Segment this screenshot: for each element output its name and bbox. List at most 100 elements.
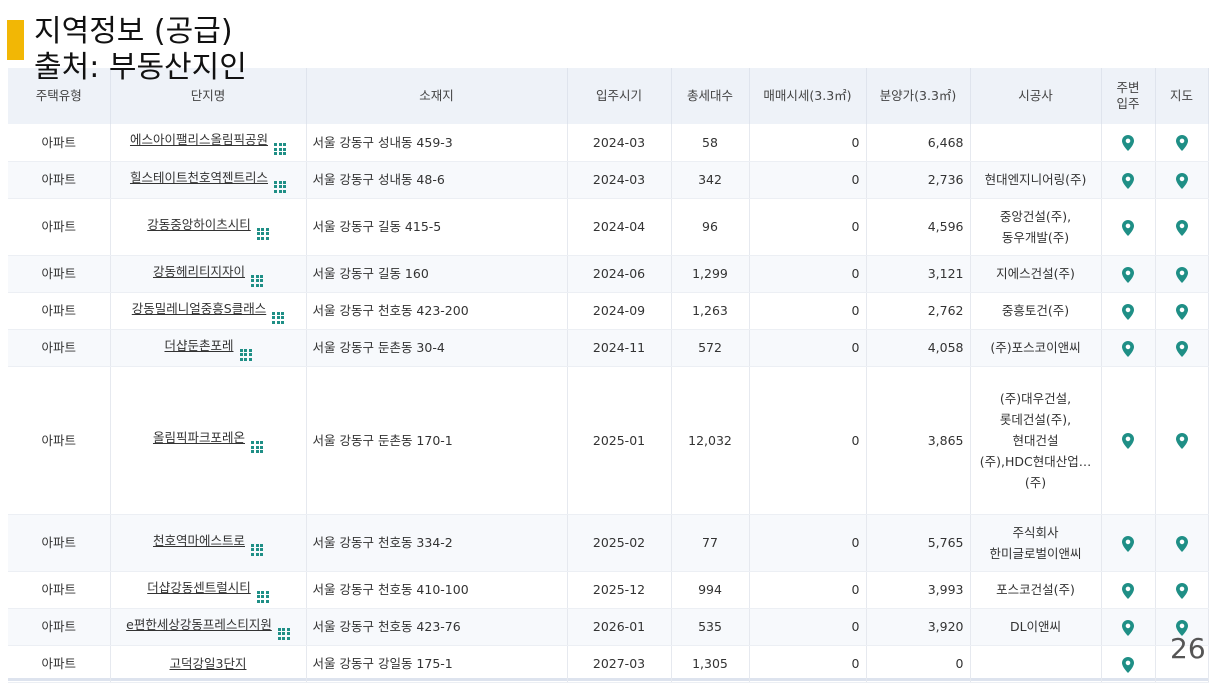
grid-icon[interactable]: [256, 227, 269, 240]
header-address[interactable]: 소재지: [306, 68, 568, 124]
cell-households: 1,263: [671, 292, 750, 330]
cell-type: 아파트: [8, 124, 111, 162]
builder-line: (주)포스코이앤씨: [990, 340, 1081, 355]
grid-icon[interactable]: [277, 627, 290, 640]
map-pin-icon[interactable]: [1175, 172, 1188, 189]
complex-link[interactable]: 올림픽파크포레온: [152, 430, 245, 445]
cell-builder: 현대엔지니어링(주): [970, 161, 1102, 199]
grid-icon[interactable]: [251, 274, 263, 287]
header-nearby-line1: 주변: [1116, 80, 1140, 95]
cell-builder: 중흥토건(주): [970, 292, 1102, 330]
complex-link[interactable]: 고덕강일3단지: [169, 656, 247, 671]
grid-icon[interactable]: [272, 311, 285, 324]
location-pin-icon[interactable]: [1122, 135, 1134, 152]
location-pin-icon[interactable]: [1122, 303, 1134, 320]
builder-line: 주식회사: [1012, 524, 1059, 540]
cell-move-in: 2027-03: [567, 645, 672, 683]
map-pin-icon[interactable]: [1175, 219, 1188, 236]
grid-icon[interactable]: [256, 590, 269, 603]
map-pin-icon[interactable]: [1175, 303, 1188, 320]
location-pin-icon[interactable]: [1122, 219, 1134, 236]
header-type[interactable]: 주택유형: [8, 68, 111, 124]
map-pin-icon[interactable]: [1175, 619, 1188, 636]
complex-link[interactable]: 에스아이팰리스올림픽공원: [129, 132, 268, 148]
cell-complex: e편한세상강동프레스티지원: [110, 608, 307, 646]
cell-households: 535: [671, 608, 750, 646]
table-row: 아파트 더샵강동센트럴시티 서울 강동구 천호동 410-100 2025-12 994…: [8, 571, 1209, 609]
grid-icon[interactable]: [274, 143, 286, 156]
cell-presale-price: 3,865: [866, 366, 971, 515]
complex-link[interactable]: 더샵강동센트럴시티: [147, 579, 251, 595]
cell-address: 서울 강동구 길동 415-5: [306, 198, 568, 256]
cell-presale-price: 3,993: [866, 571, 971, 609]
header-builder[interactable]: 시공사: [970, 68, 1102, 124]
cell-nearby-move-in: [1101, 571, 1156, 609]
header-complex[interactable]: 단지명: [110, 68, 307, 124]
cell-nearby-move-in: [1101, 161, 1156, 199]
cell-households: 1,299: [671, 255, 750, 293]
cell-move-in: 2024-03: [567, 124, 672, 162]
cell-households: 12,032: [671, 366, 750, 515]
location-pin-icon[interactable]: [1122, 619, 1134, 636]
grid-icon[interactable]: [274, 180, 286, 193]
header-map[interactable]: 지도: [1155, 68, 1209, 124]
location-pin-icon[interactable]: [1122, 433, 1134, 449]
cell-move-in: 2026-01: [567, 608, 672, 646]
map-pin-icon[interactable]: [1175, 135, 1188, 152]
cell-complex: 올림픽파크포레온: [110, 366, 307, 515]
grid-icon[interactable]: [251, 441, 263, 453]
complex-link[interactable]: 강동중앙하이츠시티: [147, 216, 251, 232]
cell-builder: 포스코건설(주): [970, 571, 1102, 609]
map-pin-icon[interactable]: [1175, 433, 1188, 449]
table-header-row: 주택유형 단지명 소재지 입주시기 총세대수 매매시세(3.3㎡) 분양가(3.…: [8, 68, 1209, 124]
complex-link[interactable]: 강동밀레니얼중흥S클래스: [131, 300, 267, 316]
cell-households: 96: [671, 198, 750, 256]
cell-complex: 강동중앙하이츠시티: [110, 198, 307, 256]
cell-presale-price: 3,121: [866, 255, 971, 293]
grid-icon[interactable]: [239, 348, 252, 361]
cell-move-in: 2025-02: [567, 514, 672, 572]
complex-link[interactable]: 더샵둔촌포레: [164, 337, 234, 353]
builder-line: 중앙건설(주),: [999, 208, 1072, 224]
map-pin-icon[interactable]: [1175, 582, 1188, 599]
cell-nearby-move-in: [1101, 366, 1156, 515]
table-body: 아파트 에스아이팰리스올림픽공원 서울 강동구 성내동 459-3 2024-03 58…: [8, 124, 1209, 683]
complex-link[interactable]: e편한세상강동프레스티지원: [126, 616, 272, 632]
map-pin-icon[interactable]: [1175, 340, 1188, 357]
location-pin-icon[interactable]: [1122, 656, 1134, 673]
cell-sale-price: 0: [749, 255, 867, 293]
header-presale-price[interactable]: 분양가(3.3㎡): [866, 68, 971, 124]
complex-link[interactable]: 힐스테이트천호역젠트리스: [129, 169, 268, 185]
cell-address: 서울 강동구 천호동 410-100: [306, 571, 568, 609]
grid-icon[interactable]: [251, 543, 263, 556]
location-pin-icon[interactable]: [1122, 266, 1134, 283]
cell-complex: 힐스테이트천호역젠트리스: [110, 161, 307, 199]
location-pin-icon[interactable]: [1122, 340, 1134, 357]
location-pin-icon[interactable]: [1122, 172, 1134, 189]
location-pin-icon[interactable]: [1122, 582, 1134, 599]
builder-line: (주),HDC현대산업…: [979, 453, 1092, 469]
cell-map: [1155, 514, 1209, 572]
map-pin-icon[interactable]: [1175, 266, 1188, 283]
complex-link[interactable]: 강동헤리티지자이: [152, 263, 245, 279]
slide-source: 출처: 부동산지인: [34, 50, 247, 85]
cell-type: 아파트: [8, 514, 111, 572]
cell-sale-price: 0: [749, 198, 867, 256]
cell-presale-price: 4,596: [866, 198, 971, 256]
location-pin-icon[interactable]: [1122, 535, 1134, 552]
header-sale-price[interactable]: 매매시세(3.3㎡): [749, 68, 867, 124]
cell-complex: 에스아이팰리스올림픽공원: [110, 124, 307, 162]
map-pin-icon[interactable]: [1175, 535, 1188, 552]
complex-link[interactable]: 천호역마에스트로: [152, 532, 245, 548]
cell-builder: [970, 124, 1102, 162]
header-move-in[interactable]: 입주시기: [567, 68, 672, 124]
cell-move-in: 2025-12: [567, 571, 672, 609]
cell-nearby-move-in: [1101, 645, 1156, 683]
page-number: 26: [1170, 632, 1206, 665]
cell-sale-price: 0: [749, 329, 867, 367]
cell-map: [1155, 292, 1209, 330]
builder-line: (주)대우건설,: [999, 390, 1072, 406]
header-households[interactable]: 총세대수: [671, 68, 750, 124]
header-nearby-move-in[interactable]: 주변 입주: [1101, 68, 1156, 124]
cell-sale-price: 0: [749, 366, 867, 515]
